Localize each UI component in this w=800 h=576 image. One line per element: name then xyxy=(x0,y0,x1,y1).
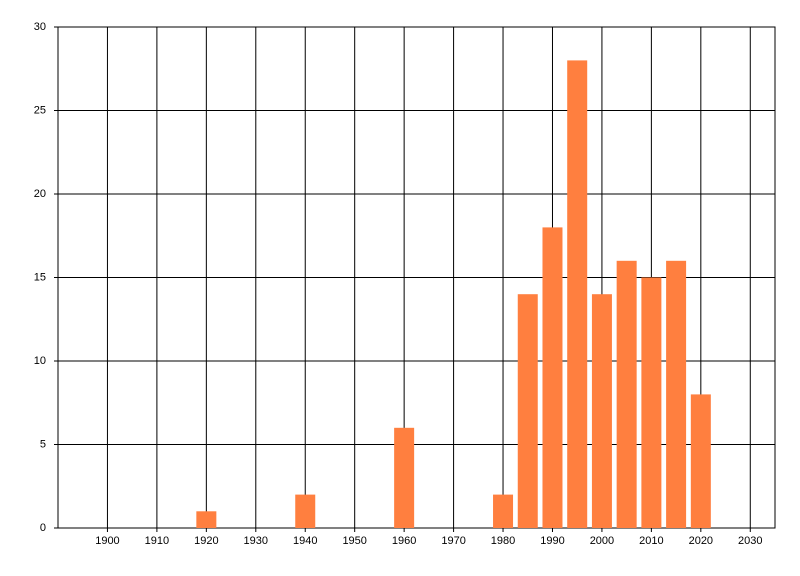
bar xyxy=(493,494,514,528)
y-tick-label: 30 xyxy=(34,21,46,33)
y-tick-label: 25 xyxy=(34,104,46,116)
x-tick-label: 2030 xyxy=(738,535,762,547)
x-tick-label: 1910 xyxy=(145,535,169,547)
x-tick-label: 1960 xyxy=(392,535,416,547)
x-tick-label: 2000 xyxy=(590,535,614,547)
x-tick-label: 1980 xyxy=(491,535,515,547)
x-tick-label: 1930 xyxy=(244,535,268,547)
bar xyxy=(690,394,711,528)
bar xyxy=(641,277,662,528)
bar xyxy=(616,260,637,528)
x-tick-label: 2010 xyxy=(639,535,663,547)
x-tick-label: 1990 xyxy=(540,535,564,547)
x-tick-label: 1920 xyxy=(194,535,218,547)
x-tick-label: 1900 xyxy=(95,535,119,547)
y-tick-label: 0 xyxy=(40,522,46,534)
bar xyxy=(666,260,687,528)
y-tick-label: 20 xyxy=(34,188,46,200)
x-tick-label: 2020 xyxy=(689,535,713,547)
x-tick-label: 1970 xyxy=(441,535,465,547)
y-tick-label: 15 xyxy=(34,271,46,283)
bar xyxy=(295,494,316,528)
bar xyxy=(591,294,612,528)
bar xyxy=(567,60,588,529)
bar xyxy=(542,227,563,528)
bar xyxy=(196,511,217,528)
x-tick-label: 1940 xyxy=(293,535,317,547)
x-tick-label: 1950 xyxy=(342,535,366,547)
y-tick-label: 10 xyxy=(34,355,46,367)
bar xyxy=(394,427,415,528)
y-tick-label: 5 xyxy=(40,438,46,450)
bar xyxy=(517,294,538,528)
